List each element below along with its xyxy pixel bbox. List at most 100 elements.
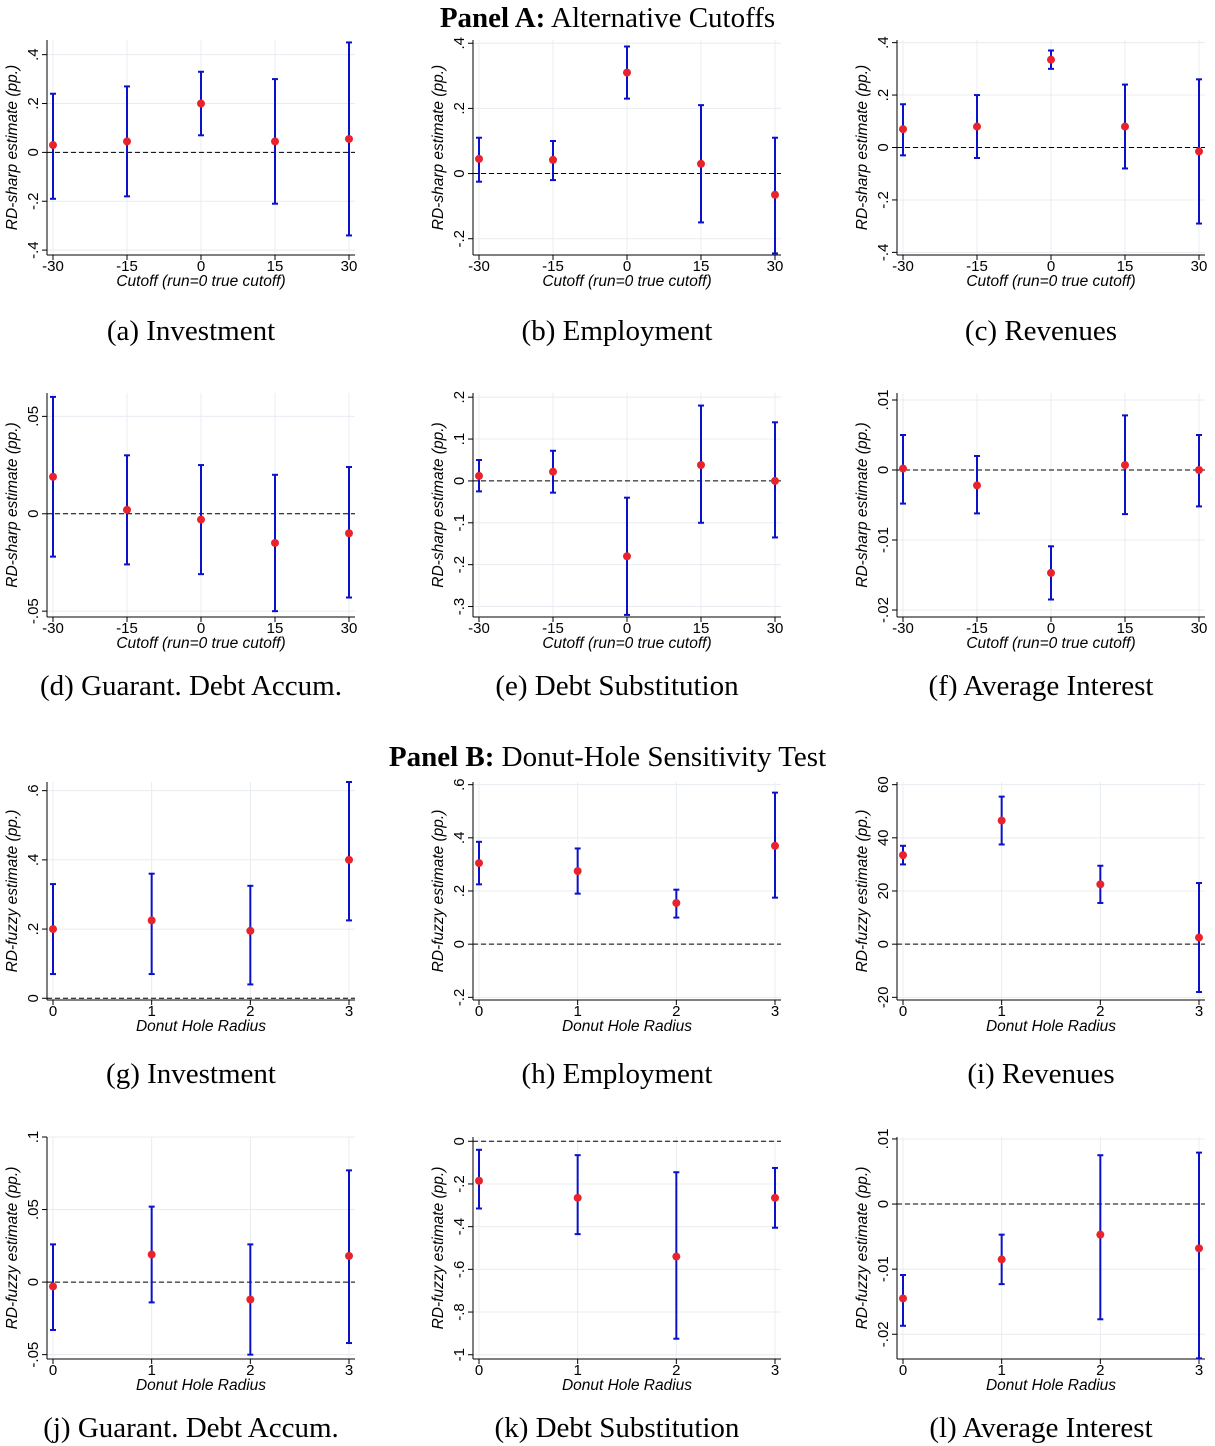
y-axis-title: RD-sharp estimate (pp.) <box>854 422 871 587</box>
x-axis-title: Cutoff (run=0 true cutoff) <box>116 635 285 652</box>
point-estimate <box>771 190 779 199</box>
x-axis-title: Donut Hole Radius <box>986 1018 1116 1035</box>
x-tick-label: 1 <box>997 1003 1005 1020</box>
x-tick-label: -30 <box>468 258 490 275</box>
y-tick-label: .6 <box>451 778 468 791</box>
chart-caption: (c) Revenues <box>965 315 1117 347</box>
point-estimate <box>345 134 353 143</box>
y-tick-label: -.4 <box>451 1218 468 1236</box>
point-estimate <box>123 137 131 146</box>
chart-caption: (j) Guarant. Debt Accum. <box>43 1412 339 1444</box>
y-axis-title: RD-sharp estimate (pp.) <box>430 422 447 587</box>
point-estimate <box>345 855 353 864</box>
x-tick-label: 15 <box>693 258 710 275</box>
point-estimate <box>123 505 131 514</box>
chart-caption: (h) Employment <box>522 1058 713 1090</box>
point-estimate <box>271 137 279 146</box>
x-tick-label: 1 <box>573 1362 581 1379</box>
x-tick-label: 15 <box>267 620 284 637</box>
x-axis-title: Cutoff (run=0 true cutoff) <box>966 635 1135 652</box>
point-estimate <box>246 926 255 935</box>
x-tick-label: -30 <box>42 258 64 275</box>
y-tick-label: -.4 <box>875 244 892 262</box>
x-tick-label: 0 <box>475 1003 483 1020</box>
x-tick-label: 2 <box>246 1003 254 1020</box>
x-tick-label: 0 <box>623 620 631 637</box>
point-estimate <box>697 159 705 168</box>
y-tick-label: .4 <box>875 36 892 49</box>
y-tick-label: 0 <box>25 148 42 156</box>
x-tick-label: 0 <box>475 1362 483 1379</box>
y-axis-title: RD-fuzzy estimate (pp.) <box>4 810 21 973</box>
y-tick-label: 0 <box>875 466 892 474</box>
panel-b-title-text: Donut-Hole Sensitivity Test <box>501 741 827 773</box>
point-estimate <box>771 841 779 850</box>
x-tick-label: 3 <box>771 1003 779 1020</box>
y-tick-label: -.01 <box>875 527 892 553</box>
point-estimate <box>771 476 779 485</box>
y-tick-label: .05 <box>25 1199 42 1220</box>
x-tick-label: 15 <box>1117 258 1134 275</box>
point-estimate <box>899 464 907 473</box>
x-tick-label: 30 <box>341 258 358 275</box>
y-tick-label: -.2 <box>451 989 468 1007</box>
x-tick-label: 0 <box>197 258 205 275</box>
point-estimate <box>1195 1244 1203 1253</box>
x-tick-label: 3 <box>1195 1362 1203 1379</box>
panel-a-title: Panel A: Alternative Cutoffs <box>0 2 1215 35</box>
y-tick-label: 60 <box>875 776 892 793</box>
x-tick-label: 0 <box>623 258 631 275</box>
x-tick-label: -30 <box>468 620 490 637</box>
y-axis-title: RD-fuzzy estimate (pp.) <box>430 810 447 973</box>
y-axis-title: RD-fuzzy estimate (pp.) <box>430 1167 447 1330</box>
point-estimate <box>697 461 705 470</box>
x-tick-label: 3 <box>345 1362 353 1379</box>
y-tick-label: .1 <box>25 1131 42 1144</box>
x-axis-title: Cutoff (run=0 true cutoff) <box>966 273 1135 290</box>
point-estimate <box>1096 1230 1105 1239</box>
x-tick-label: -15 <box>116 258 138 275</box>
y-axis-title: RD-sharp estimate (pp.) <box>854 65 871 230</box>
x-tick-label: -15 <box>116 620 138 637</box>
point-estimate <box>997 816 1006 825</box>
x-tick-label: 1 <box>997 1362 1005 1379</box>
point-estimate <box>49 1282 57 1291</box>
x-axis-title: Cutoff (run=0 true cutoff) <box>116 273 285 290</box>
y-tick-label: .2 <box>25 97 42 110</box>
point-estimate <box>197 515 205 524</box>
y-tick-label: -.1 <box>451 514 468 532</box>
point-estimate <box>475 154 483 163</box>
chart-caption: (i) Revenues <box>967 1058 1114 1090</box>
y-tick-label: .4 <box>25 854 42 867</box>
x-tick-label: -15 <box>542 258 564 275</box>
chart-caption: (k) Debt Substitution <box>495 1412 740 1444</box>
point-estimate <box>197 99 205 108</box>
y-tick-label: .4 <box>25 48 42 61</box>
x-tick-label: 1 <box>147 1003 155 1020</box>
y-tick-label: .4 <box>451 832 468 845</box>
point-estimate <box>623 552 631 561</box>
point-estimate <box>147 1250 156 1259</box>
point-estimate <box>345 529 353 538</box>
x-tick-label: 15 <box>1117 620 1134 637</box>
chart-11: 0 1 2 3 -1 -.8 -.6 -.4 -.2 0 Donut Hole Radius RD-f… <box>430 1137 781 1444</box>
y-tick-label: -.2 <box>451 556 468 574</box>
y-tick-label: .2 <box>451 391 468 404</box>
point-estimate <box>49 925 57 934</box>
chart-8: 0 1 2 3 -.2 0 .2 .4 .6 Donut Hole Radius RD-fuzzy … <box>430 778 781 1090</box>
point-estimate <box>549 155 557 164</box>
x-tick-label: -30 <box>892 258 914 275</box>
x-tick-label: 0 <box>1047 258 1055 275</box>
chart-9: 0 1 2 3 -20 0 20 40 60 Donut Hole Radius RD-fuzzy … <box>854 776 1205 1090</box>
point-estimate <box>899 125 907 134</box>
x-tick-label: 30 <box>1191 258 1208 275</box>
y-tick-label: .2 <box>875 89 892 102</box>
y-tick-label: -.05 <box>25 1342 42 1368</box>
y-tick-label: .2 <box>451 885 468 898</box>
y-tick-label: -.2 <box>451 1175 468 1193</box>
x-tick-label: 1 <box>147 1362 155 1379</box>
point-estimate <box>475 471 483 480</box>
x-tick-label: 0 <box>49 1362 57 1379</box>
x-tick-label: 3 <box>1195 1003 1203 1020</box>
y-tick-label: 0 <box>451 477 468 485</box>
